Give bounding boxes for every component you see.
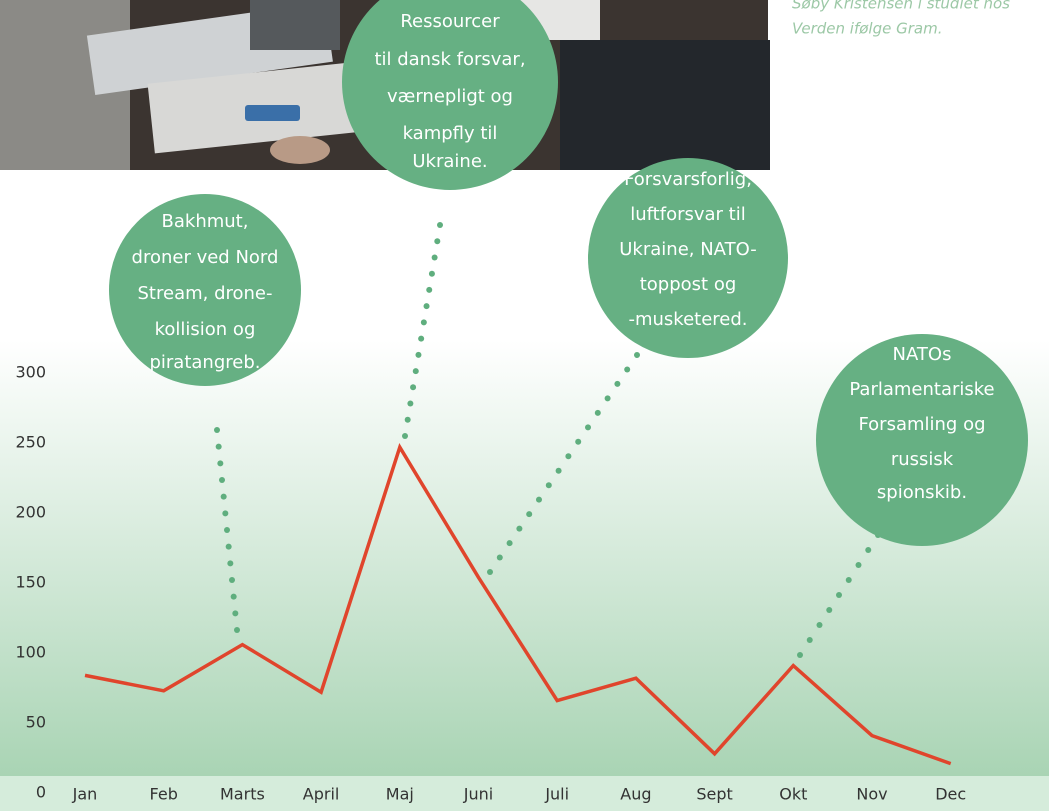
leader-dot [227,560,233,566]
leader-dot [413,368,419,374]
leader-dot [595,410,601,416]
annotation-text: spionskib. [877,482,967,503]
leader-dot [797,652,803,658]
leader-dot [817,622,823,628]
annotation-text: toppost og [640,274,737,295]
annotation-text: kampfly til [403,123,498,144]
annotation-text: Ukraine. [412,151,487,172]
photo-caption: Søby Kristensen i studiet hos [792,0,1010,13]
leader-dot [437,222,443,228]
annotation-text: droner ved Nord [132,247,279,268]
annotation-text: NATOs [893,344,952,365]
leader-dot [836,592,842,598]
x-tick-label: Feb [150,785,178,804]
leader-dot [556,468,562,474]
leader-dot [432,254,438,260]
annotation-text: -musketered. [628,309,747,330]
x-tick-label: Maj [386,785,414,804]
leader-dot [231,594,237,600]
leader-dot [402,433,408,439]
x-tick-label: Sept [696,785,732,804]
annotation-text: Forsamling og [858,414,985,435]
x-tick-label: Okt [779,785,807,804]
annotation-text: piratangreb. [149,352,260,373]
x-tick-label: Aug [620,785,651,804]
x-tick-label: Dec [935,785,966,804]
leader-dot [605,395,611,401]
annotation-text: til dansk forsvar, [374,49,525,70]
x-tick-label: Marts [220,785,265,804]
leader-dot [826,607,832,613]
y-tick-label: 100 [15,643,46,662]
annotation-bubble [816,334,1028,546]
leader-dot [229,577,235,583]
leader-dot [575,439,581,445]
leader-dot [865,547,871,553]
leader-dot [224,527,230,533]
annotation-text: russisk [891,449,954,470]
annotation-text: Bakhmut, [162,211,249,232]
leader-dot [426,287,432,293]
leader-dot [634,352,640,358]
x-tick-label: Nov [856,785,887,804]
leader-dot [216,444,222,450]
leader-dot [226,544,232,550]
leader-dot [217,460,223,466]
x-tick-label: Juli [544,785,569,804]
photo-caption: Verden ifølge Gram. [792,20,942,38]
leader-dot [546,482,552,488]
leader-dot [221,494,227,500]
leader-dot [418,336,424,342]
leader-dot [846,577,852,583]
leader-dot [214,427,220,433]
leader-dot [232,610,238,616]
leader-dot [614,381,620,387]
leader-dot [536,497,542,503]
leader-dot [421,319,427,325]
chart: Søby Kristensen i studiet hos Verden ifø… [0,0,1049,811]
leader-dot [219,477,225,483]
leader-dot [405,417,411,423]
y-tick-label: 250 [15,433,46,452]
leader-dot [434,238,440,244]
leader-dot [429,271,435,277]
leader-dot [526,511,532,517]
y-tick-label: 300 [15,363,46,382]
leader-dot [407,401,413,407]
annotation-text: kollision og [155,319,256,340]
leader-dot [410,384,416,390]
annotation-text: luftforsvar til [630,204,745,225]
leader-dot [497,555,503,561]
leader-dot [565,453,571,459]
leader-dot [856,562,862,568]
y-tick-label: 150 [15,573,46,592]
annotation-text: værnepligt og [387,86,513,107]
leader-dot [424,303,430,309]
annotation-text: Stream, drone- [138,283,273,304]
leader-dot [234,627,240,633]
leader-dot [415,352,421,358]
x-tick-label: April [303,785,340,804]
leader-dot [624,366,630,372]
leader-dot [487,569,493,575]
annotation-text: Ukraine, NATO- [619,239,757,260]
leader-dot [222,510,228,516]
annotation-text: Parlamentariske [849,379,994,400]
leader-dot [807,637,813,643]
annotation-text: Ressourcer [400,11,500,32]
leader-dot [585,424,591,430]
y-tick-label: 50 [26,713,46,732]
y-tick-label: 200 [15,503,46,522]
x-tick-label: Juni [463,785,493,804]
annotation-text: Forsvarsforlig, [624,169,752,190]
leader-dot [507,540,513,546]
y-tick-label: 0 [36,783,46,802]
x-tick-label: Jan [72,785,98,804]
leader-dot [516,526,522,532]
